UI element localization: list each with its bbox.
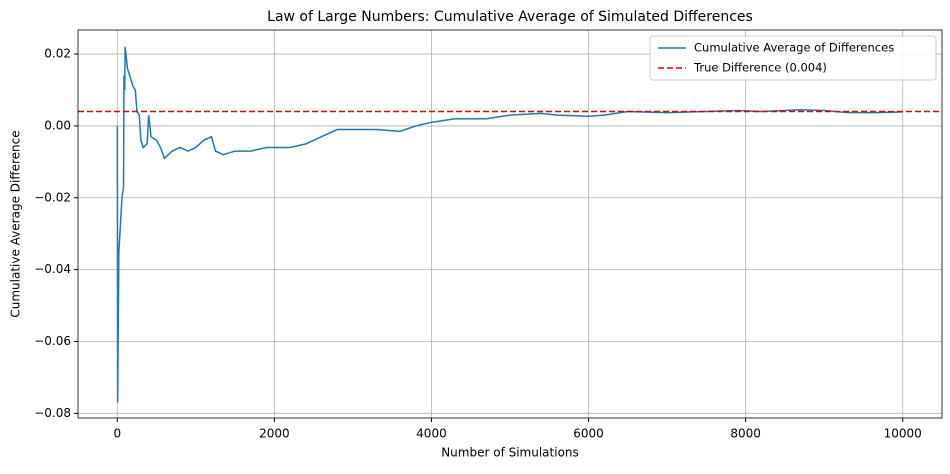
y-tick-label: −0.06 xyxy=(34,334,71,348)
x-tick-label: 0 xyxy=(113,427,121,441)
x-tick-label: 6000 xyxy=(573,427,604,441)
y-tick-label: −0.08 xyxy=(34,406,71,420)
x-axis-label: Number of Simulations xyxy=(441,446,579,460)
y-tick-label: 0.02 xyxy=(44,47,71,61)
data-line xyxy=(116,46,903,403)
y-tick-label: −0.02 xyxy=(34,190,71,204)
y-tick-label: 0.00 xyxy=(44,118,71,132)
plot-frame xyxy=(77,29,943,419)
y-tick-label: −0.04 xyxy=(34,262,71,276)
chart-title: Law of Large Numbers: Cumulative Average… xyxy=(267,9,753,25)
y-axis-label: Cumulative Average Difference xyxy=(9,130,23,317)
x-tick-label: 2000 xyxy=(259,427,290,441)
x-tick-label: 4000 xyxy=(416,427,447,441)
legend-label: Cumulative Average of Differences xyxy=(694,41,894,55)
x-tick-label: 10000 xyxy=(884,427,922,441)
legend-label: True Difference (0.004) xyxy=(693,61,827,75)
legend-box xyxy=(649,35,937,81)
x-tick-label: 8000 xyxy=(730,427,761,441)
